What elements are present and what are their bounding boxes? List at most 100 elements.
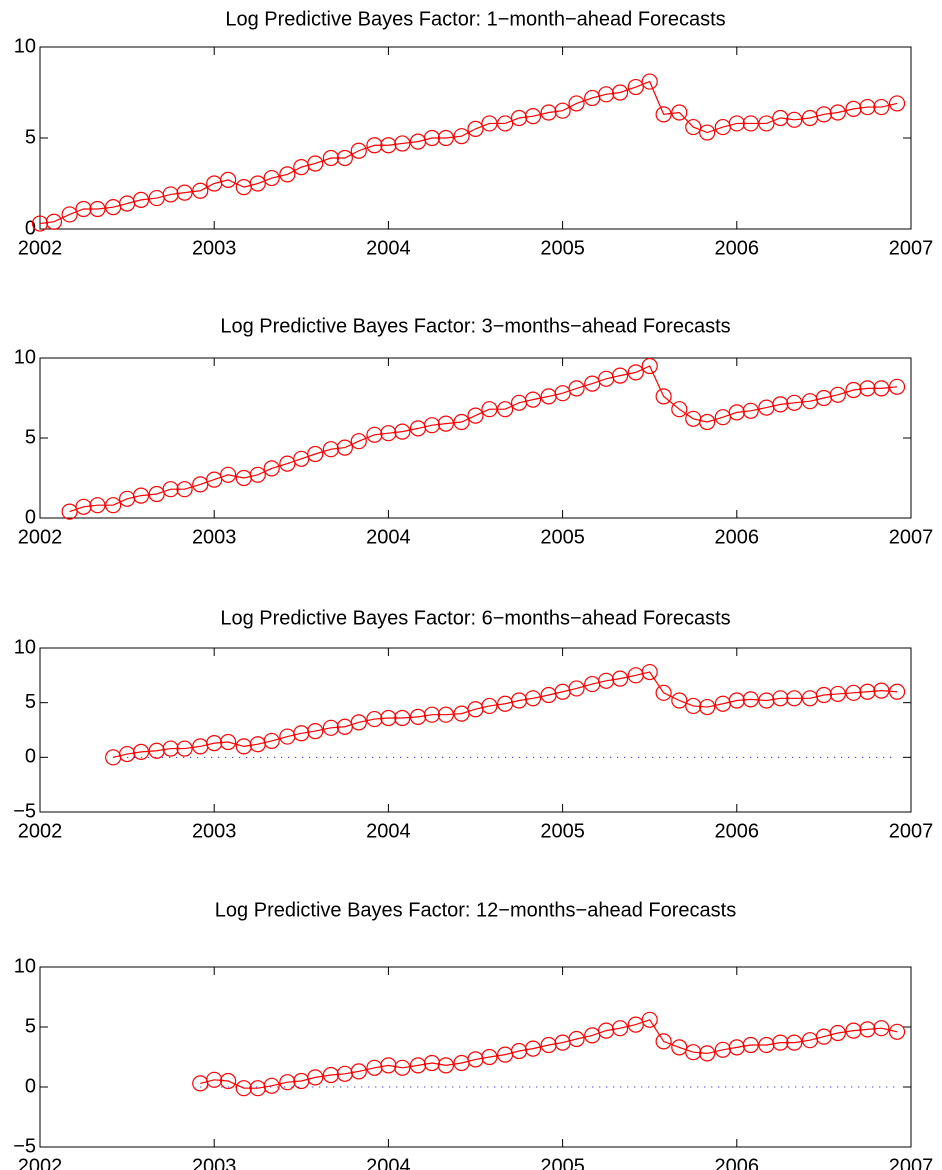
marker bbox=[45, 213, 63, 230]
marker bbox=[568, 680, 585, 697]
marker bbox=[307, 445, 324, 463]
marker bbox=[671, 104, 688, 121]
marker bbox=[453, 128, 470, 145]
marker bbox=[467, 120, 484, 137]
marker bbox=[75, 498, 92, 515]
marker bbox=[873, 1020, 890, 1037]
marker bbox=[220, 1072, 237, 1090]
marker bbox=[758, 692, 775, 709]
marker bbox=[888, 95, 906, 112]
marker bbox=[366, 426, 383, 443]
marker bbox=[322, 719, 340, 736]
series-line bbox=[69, 365, 898, 513]
marker bbox=[829, 386, 846, 403]
marker bbox=[249, 175, 266, 192]
marker bbox=[162, 740, 179, 757]
marker bbox=[627, 78, 644, 96]
marker bbox=[206, 735, 223, 752]
x-tick-label: 2002 bbox=[18, 526, 63, 548]
plot-frame bbox=[39, 966, 912, 1148]
marker bbox=[162, 481, 179, 498]
marker bbox=[655, 684, 672, 701]
marker bbox=[380, 1057, 397, 1074]
marker bbox=[249, 1080, 266, 1097]
marker bbox=[568, 95, 585, 112]
plot-frame bbox=[39, 647, 912, 813]
x-tick-label: 2005 bbox=[540, 237, 585, 259]
marker bbox=[728, 692, 745, 709]
marker bbox=[611, 1020, 629, 1037]
marker bbox=[409, 708, 427, 725]
marker bbox=[671, 692, 688, 709]
marker bbox=[772, 1034, 789, 1051]
y-tick-label: 5 bbox=[25, 691, 36, 713]
marker bbox=[249, 466, 266, 483]
marker bbox=[829, 685, 846, 703]
x-tick-label: 2003 bbox=[192, 820, 237, 842]
x-tick-label: 2003 bbox=[192, 526, 237, 548]
marker bbox=[366, 1059, 383, 1076]
marker bbox=[655, 388, 672, 405]
marker bbox=[611, 670, 629, 687]
y-tick-label: 0 bbox=[25, 217, 36, 239]
marker bbox=[728, 115, 745, 132]
marker bbox=[829, 104, 846, 121]
marker bbox=[497, 115, 514, 132]
marker bbox=[366, 710, 383, 728]
marker bbox=[220, 171, 237, 188]
marker bbox=[524, 690, 542, 707]
marker bbox=[437, 129, 454, 147]
marker bbox=[540, 1036, 557, 1054]
marker bbox=[279, 1074, 296, 1091]
marker bbox=[786, 1034, 803, 1051]
x-tick-label: 2004 bbox=[366, 237, 411, 259]
marker bbox=[859, 98, 876, 116]
marker bbox=[350, 433, 367, 450]
marker bbox=[206, 1071, 223, 1088]
y-tick-label: 5 bbox=[25, 126, 36, 148]
x-tick-label: 2007 bbox=[889, 526, 934, 548]
marker bbox=[873, 98, 890, 116]
marker bbox=[437, 1057, 454, 1074]
marker bbox=[366, 137, 383, 154]
marker bbox=[655, 1033, 672, 1050]
x-tick-label: 2004 bbox=[366, 820, 411, 842]
marker bbox=[89, 200, 106, 218]
marker bbox=[132, 191, 150, 208]
marker bbox=[220, 466, 237, 483]
x-tick-label: 2005 bbox=[540, 526, 585, 548]
y-tick-label: 10 bbox=[14, 636, 36, 658]
marker bbox=[423, 417, 441, 434]
marker bbox=[336, 149, 353, 167]
marker bbox=[437, 415, 454, 432]
chart-title: Log Predictive Bayes Factor: 12−months−a… bbox=[215, 899, 736, 921]
marker bbox=[176, 184, 193, 201]
chart-title: Log Predictive Bayes Factor: 1−month−ahe… bbox=[225, 8, 725, 30]
marker bbox=[263, 732, 280, 750]
marker bbox=[699, 698, 716, 716]
marker bbox=[350, 142, 367, 159]
marker bbox=[235, 738, 252, 755]
chart-title: Log Predictive Bayes Factor: 6−months−ah… bbox=[220, 607, 730, 629]
series-line bbox=[113, 671, 898, 758]
marker bbox=[350, 1063, 367, 1080]
marker bbox=[888, 378, 906, 395]
marker bbox=[336, 439, 353, 456]
marker bbox=[786, 690, 803, 707]
marker bbox=[845, 100, 862, 117]
marker bbox=[61, 206, 78, 223]
y-tick-label: 0 bbox=[25, 746, 36, 768]
marker bbox=[293, 725, 310, 742]
marker bbox=[554, 102, 571, 119]
marker bbox=[845, 1022, 862, 1039]
marker bbox=[105, 497, 122, 514]
marker bbox=[786, 394, 803, 411]
marker bbox=[481, 1048, 498, 1066]
marker bbox=[394, 1059, 411, 1076]
marker bbox=[627, 364, 644, 381]
x-tick-label: 2007 bbox=[889, 1155, 934, 1170]
y-tick-label: 0 bbox=[25, 506, 36, 528]
marker bbox=[31, 215, 49, 232]
marker bbox=[192, 182, 209, 199]
marker bbox=[481, 697, 498, 715]
